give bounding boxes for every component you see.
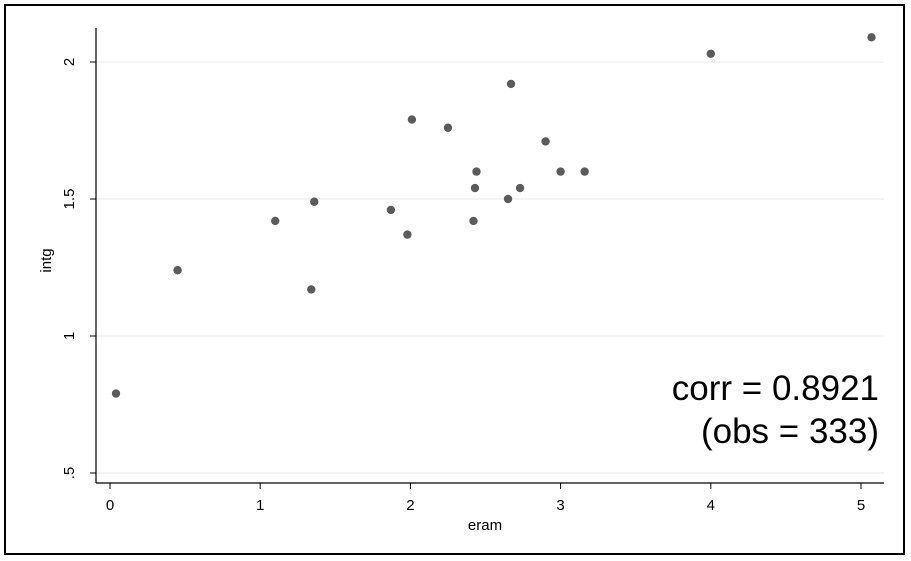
scatter-point	[541, 137, 550, 146]
scatter-point	[867, 33, 876, 42]
observations-annotation: (obs = 333)	[701, 412, 879, 451]
scatter-point	[556, 167, 565, 176]
y-tick-label: 1.5	[61, 189, 78, 210]
y-ticks: 21.51.5	[61, 58, 96, 479]
x-tick-label: 0	[106, 497, 114, 514]
scatter-point	[515, 183, 525, 193]
y-tick-label: .5	[61, 467, 78, 480]
scatter-point	[580, 167, 589, 176]
scatter-point	[706, 49, 715, 58]
scatter-point	[386, 205, 396, 215]
data-points	[111, 33, 876, 398]
scatter-point	[503, 194, 513, 204]
scatter-point	[443, 123, 453, 132]
axes	[95, 28, 884, 484]
scatter-point	[407, 115, 417, 124]
grid	[96, 61, 884, 474]
x-tick-label: 1	[256, 497, 264, 514]
scatter-point	[310, 197, 319, 206]
correlation-annotation: corr = 0.8921	[672, 369, 879, 408]
scatter-point	[403, 230, 412, 239]
scatter-point	[111, 389, 121, 398]
scatter-point	[472, 167, 481, 176]
x-tick-label: 2	[406, 497, 414, 514]
x-axis-title: eram	[468, 517, 502, 534]
y-axis-title: intg	[38, 248, 55, 272]
scatter-point	[470, 183, 480, 193]
y-tick-label: 1	[61, 332, 78, 340]
x-tick-label: 5	[857, 497, 865, 514]
scatter-point	[271, 216, 280, 226]
x-tick-label: 3	[556, 497, 564, 514]
scatter-point	[173, 266, 182, 275]
x-tick-label: 4	[707, 497, 715, 514]
scatter-point	[469, 216, 478, 226]
x-ticks: 0 1 2 3 4 5	[106, 483, 865, 514]
scatter-point	[506, 79, 516, 89]
scatter-point	[307, 285, 316, 294]
y-tick-label: 2	[61, 58, 78, 66]
